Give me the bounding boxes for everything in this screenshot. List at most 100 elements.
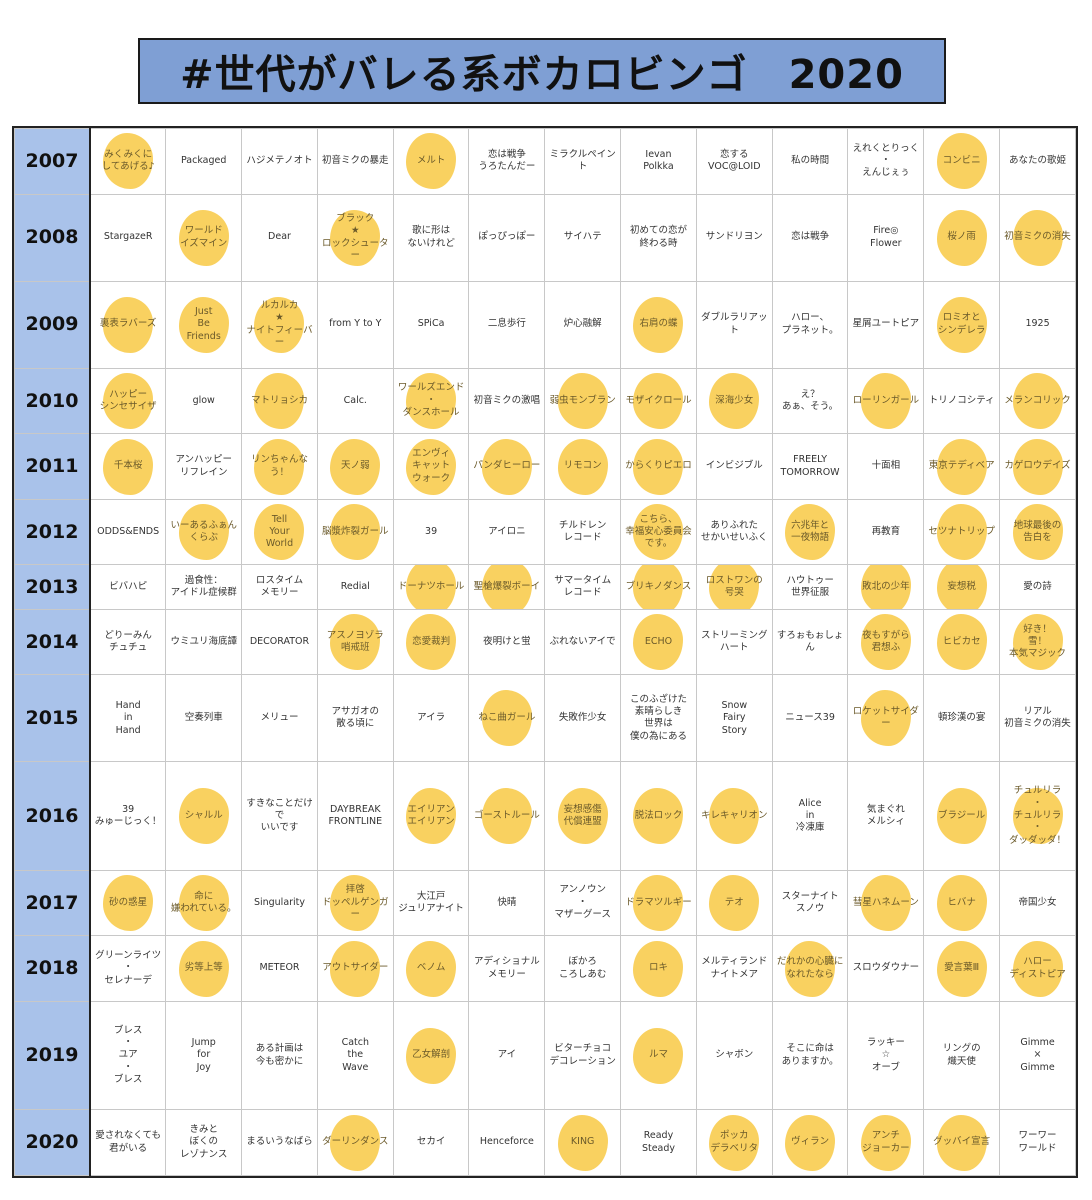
bingo-cell[interactable]: 砂の惑星 xyxy=(89,869,167,937)
bingo-cell[interactable]: Gimme × Gimme xyxy=(999,1000,1076,1111)
bingo-cell[interactable]: Ready Steady xyxy=(620,1109,697,1176)
bingo-cell[interactable]: メランコリック xyxy=(999,367,1076,435)
bingo-cell[interactable]: Alice in 冷凍庫 xyxy=(771,761,849,871)
bingo-cell[interactable]: テオ xyxy=(695,869,773,937)
bingo-cell[interactable]: 初音ミクの激唱 xyxy=(468,367,546,435)
bingo-cell[interactable]: 千本桜 xyxy=(89,433,167,500)
bingo-cell[interactable]: 天ノ弱 xyxy=(316,433,394,500)
bingo-cell[interactable]: メルト xyxy=(392,128,470,195)
bingo-cell[interactable]: カゲロウデイズ xyxy=(999,433,1076,500)
bingo-cell[interactable]: ビターチョコ デコレーション xyxy=(544,1000,622,1111)
bingo-cell[interactable]: チュルリラ ・ チュルリラ ・ ダッダッダ！ xyxy=(999,761,1076,871)
bingo-cell[interactable]: ヒバナ xyxy=(923,869,1001,937)
bingo-cell[interactable]: ハウトゥー 世界征服 xyxy=(771,564,849,610)
bingo-cell[interactable]: KING xyxy=(544,1109,622,1176)
bingo-cell[interactable]: アンチ ジョーカー xyxy=(847,1109,925,1176)
bingo-cell[interactable]: 快晴 xyxy=(468,869,546,937)
bingo-cell[interactable]: ハロー ディストピア xyxy=(999,935,1076,1002)
bingo-cell[interactable]: Dear xyxy=(241,193,318,282)
bingo-cell[interactable]: だれかの心臓に なれたなら xyxy=(771,935,849,1002)
bingo-cell[interactable]: ODDS&ENDS xyxy=(89,498,167,566)
bingo-cell[interactable]: 妄想税 xyxy=(923,564,1001,610)
bingo-cell[interactable]: アスノヨゾラ 哨戒班 xyxy=(316,608,394,676)
bingo-cell[interactable]: Calc. xyxy=(316,367,394,435)
bingo-cell[interactable]: Redial xyxy=(316,564,394,610)
bingo-cell[interactable]: ミラクルペイント xyxy=(544,128,622,195)
bingo-cell[interactable]: 初音ミクの暴走 xyxy=(316,128,394,195)
bingo-cell[interactable]: 聖槍爆裂ボーイ xyxy=(468,564,546,610)
bingo-cell[interactable]: ロスタイム メモリー xyxy=(241,564,318,610)
bingo-cell[interactable]: インビジブル xyxy=(695,433,773,500)
bingo-cell[interactable]: 裏表ラバーズ xyxy=(89,280,167,369)
bingo-cell[interactable]: ビバハピ xyxy=(89,564,167,610)
bingo-cell[interactable]: リングの 熾天使 xyxy=(923,1000,1001,1111)
bingo-cell[interactable]: 桜ノ雨 xyxy=(923,193,1001,282)
bingo-cell[interactable]: ECHO xyxy=(620,608,697,676)
bingo-cell[interactable]: ブリキノダンス xyxy=(620,564,697,610)
bingo-cell[interactable]: スロウダウナー xyxy=(847,935,925,1002)
bingo-cell[interactable]: メルティランド ナイトメア xyxy=(695,935,773,1002)
bingo-cell[interactable]: アンノウン ・ マザーグース xyxy=(544,869,622,937)
bingo-cell[interactable]: チルドレン レコード xyxy=(544,498,622,566)
bingo-cell[interactable]: ぼかろ ころしあむ xyxy=(544,935,622,1002)
bingo-cell[interactable]: リアル 初音ミクの消失 xyxy=(999,674,1076,763)
bingo-cell[interactable]: スターナイト スノウ xyxy=(771,869,849,937)
bingo-cell[interactable]: 炉心融解 xyxy=(544,280,622,369)
bingo-cell[interactable]: 愛言葉Ⅲ xyxy=(923,935,1001,1002)
bingo-cell[interactable]: アイ xyxy=(468,1000,546,1111)
bingo-cell[interactable]: 初めての恋が 終わる時 xyxy=(620,193,697,282)
bingo-cell[interactable]: ラッキー ☆ オーブ xyxy=(847,1000,925,1111)
bingo-cell[interactable]: ウミユリ海底譚 xyxy=(165,608,243,676)
bingo-cell[interactable]: 1925 xyxy=(999,280,1076,369)
bingo-cell[interactable]: Ievan Polkka xyxy=(620,128,697,195)
bingo-cell[interactable]: 劣等上等 xyxy=(165,935,243,1002)
bingo-cell[interactable]: ブラジール xyxy=(923,761,1001,871)
bingo-cell[interactable]: アイラ xyxy=(392,674,470,763)
bingo-cell[interactable]: アディショナル メモリー xyxy=(468,935,546,1002)
bingo-cell[interactable]: ポッカ デラベリタ xyxy=(695,1109,773,1176)
bingo-cell[interactable]: ある計画は 今も密かに xyxy=(241,1000,318,1111)
bingo-cell[interactable]: アイロニ xyxy=(468,498,546,566)
bingo-cell[interactable]: Hand in Hand xyxy=(89,674,167,763)
bingo-cell[interactable]: ぽっぴっぽー xyxy=(468,193,546,282)
bingo-cell[interactable]: セカイ xyxy=(392,1109,470,1176)
bingo-cell[interactable]: 歌に形は ないけれど xyxy=(392,193,470,282)
bingo-cell[interactable]: 愛されなくても 君がいる xyxy=(89,1109,167,1176)
bingo-cell[interactable]: リンちゃんなう！ xyxy=(241,433,318,500)
bingo-cell[interactable]: 夜明けと蛍 xyxy=(468,608,546,676)
bingo-cell[interactable]: ルマ xyxy=(620,1000,697,1111)
bingo-cell[interactable]: マトリョシカ xyxy=(241,367,318,435)
bingo-cell[interactable]: ストリーミング ハート xyxy=(695,608,773,676)
bingo-cell[interactable]: 彗星ハネムーン xyxy=(847,869,925,937)
bingo-cell[interactable]: ロミオと シンデレラ xyxy=(923,280,1001,369)
bingo-cell[interactable]: 地球最後の 告白を xyxy=(999,498,1076,566)
bingo-cell[interactable]: ドーナツホール xyxy=(392,564,470,610)
bingo-cell[interactable]: 弱虫モンブラン xyxy=(544,367,622,435)
bingo-cell[interactable]: ワールズエンド ・ ダンスホール xyxy=(392,367,470,435)
bingo-cell[interactable]: すろぉもぉしょん xyxy=(771,608,849,676)
bingo-cell[interactable]: ベノム xyxy=(392,935,470,1002)
bingo-cell[interactable]: 頓珍漢の宴 xyxy=(923,674,1001,763)
bingo-cell[interactable]: ダーリンダンス xyxy=(316,1109,394,1176)
bingo-cell[interactable]: どりーみん チュチュ xyxy=(89,608,167,676)
bingo-cell[interactable]: 失敗作少女 xyxy=(544,674,622,763)
bingo-cell[interactable]: ドラマツルギー xyxy=(620,869,697,937)
bingo-cell[interactable]: Singularity xyxy=(241,869,318,937)
bingo-cell[interactable]: あなたの歌姫 xyxy=(999,128,1076,195)
bingo-cell[interactable]: エイリアン エイリアン xyxy=(392,761,470,871)
bingo-cell[interactable]: 恋は戦争 うろたんだー xyxy=(468,128,546,195)
bingo-cell[interactable]: StargazeR xyxy=(89,193,167,282)
bingo-cell[interactable]: シャルル xyxy=(165,761,243,871)
bingo-cell[interactable]: ぶれないアイで xyxy=(544,608,622,676)
bingo-cell[interactable]: エンヴィ キャット ウォーク xyxy=(392,433,470,500)
bingo-cell[interactable]: ブレス ・ ユア ・ ブレス xyxy=(89,1000,167,1111)
bingo-cell[interactable]: 39 xyxy=(392,498,470,566)
bingo-cell[interactable]: ロストワンの 号哭 xyxy=(695,564,773,610)
bingo-cell[interactable]: Packaged xyxy=(165,128,243,195)
bingo-cell[interactable]: キレキャリオン xyxy=(695,761,773,871)
bingo-cell[interactable]: グリーンライツ ・ セレナーデ xyxy=(89,935,167,1002)
bingo-cell[interactable]: こちら、 幸福安心委員会 です。 xyxy=(620,498,697,566)
bingo-cell[interactable]: 帝国少女 xyxy=(999,869,1076,937)
bingo-cell[interactable]: Fire◎ Flower xyxy=(847,193,925,282)
bingo-cell[interactable]: からくりピエロ xyxy=(620,433,697,500)
